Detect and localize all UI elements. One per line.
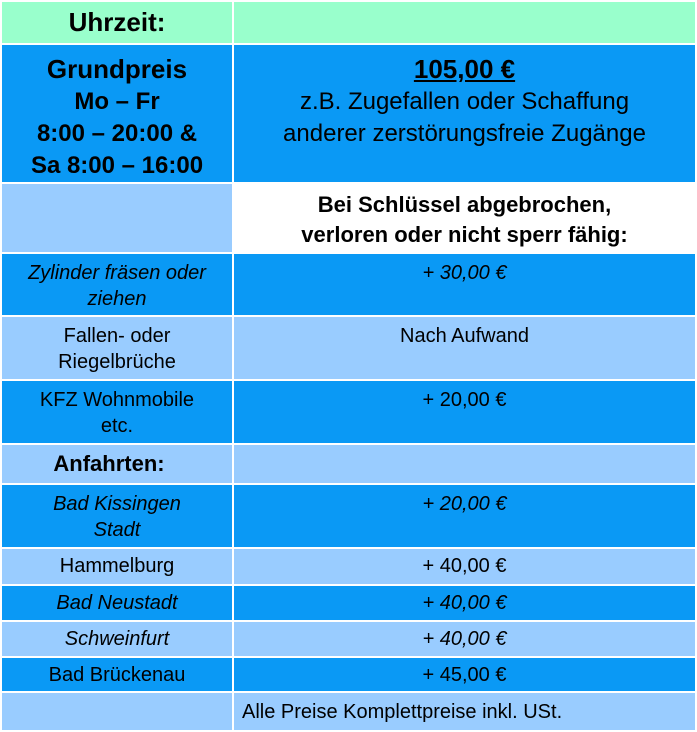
travel-label: Bad Neustadt xyxy=(0,584,234,622)
base-hours-saturday: Sa 8:00 – 16:00 xyxy=(30,152,204,179)
key-heading-1: Bei Schlüssel abgebrochen, xyxy=(317,192,612,217)
travel-label: Schweinfurt xyxy=(0,620,234,658)
footer-note: Alle Preise Komplettpreise inkl. USt. xyxy=(232,691,697,732)
travel-price: + 20,00 € xyxy=(232,483,697,549)
time-row: Uhrzeit: xyxy=(0,0,697,45)
travel-price: + 45,00 € xyxy=(232,656,697,693)
travel-row: Bad Kissingen Stadt + 20,00 € xyxy=(0,483,697,549)
base-price: 105,00 € xyxy=(413,54,516,84)
time-label: Uhrzeit: xyxy=(0,0,234,45)
travel-heading-row: Anfahrten: xyxy=(0,443,697,485)
travel-price: + 40,00 € xyxy=(232,547,697,586)
service-price: Nach Aufwand xyxy=(232,315,697,381)
travel-price: + 40,00 € xyxy=(232,620,697,658)
base-title: Grundpreis xyxy=(46,54,188,84)
key-heading-2: verloren oder nicht sperr fähig: xyxy=(301,222,628,247)
travel-row: Schweinfurt + 40,00 € xyxy=(0,620,697,658)
travel-price: + 40,00 € xyxy=(232,584,697,622)
key-section-row: Bei Schlüssel abgebrochen, verloren oder… xyxy=(0,182,697,254)
service-price: + 20,00 € xyxy=(232,379,697,445)
key-section-heading: Bei Schlüssel abgebrochen, verloren oder… xyxy=(232,182,697,254)
time-value xyxy=(232,0,697,45)
service-row: KFZ Wohnmobile etc. + 20,00 € xyxy=(0,379,697,445)
base-price-row: Grundpreis Mo – Fr 8:00 – 20:00 & Sa 8:0… xyxy=(0,43,697,184)
travel-label: Bad Kissingen Stadt xyxy=(0,483,234,549)
service-row: Zylinder fräsen oder ziehen + 30,00 € xyxy=(0,252,697,317)
travel-row: Bad Neustadt + 40,00 € xyxy=(0,584,697,622)
base-hours-weekday: 8:00 – 20:00 & xyxy=(36,120,198,147)
travel-label: Hammelburg xyxy=(0,547,234,586)
empty-cell xyxy=(0,691,234,732)
service-label: KFZ Wohnmobile etc. xyxy=(0,379,234,445)
base-price-label: Grundpreis Mo – Fr 8:00 – 20:00 & Sa 8:0… xyxy=(0,43,234,184)
base-days: Mo – Fr xyxy=(74,88,160,115)
service-label: Fallen- oder Riegelbrüche xyxy=(0,315,234,381)
base-price-value: 105,00 € z.B. Zugefallen oder Schaffung … xyxy=(232,43,697,184)
footer-row: Alle Preise Komplettpreise inkl. USt. xyxy=(0,691,697,732)
empty-cell xyxy=(232,443,697,485)
travel-row: Hammelburg + 40,00 € xyxy=(0,547,697,586)
service-label: Zylinder fräsen oder ziehen xyxy=(0,252,234,317)
service-price: + 30,00 € xyxy=(232,252,697,317)
base-desc-2: anderer zerstörungsfreie Zugänge xyxy=(283,120,646,147)
travel-label: Bad Brückenau xyxy=(0,656,234,693)
travel-heading: Anfahrten: xyxy=(0,443,234,485)
empty-cell xyxy=(0,182,234,254)
service-row: Fallen- oder Riegelbrüche Nach Aufwand xyxy=(0,315,697,381)
travel-row: Bad Brückenau + 45,00 € xyxy=(0,656,697,693)
base-desc-1: z.B. Zugefallen oder Schaffung xyxy=(299,88,630,115)
